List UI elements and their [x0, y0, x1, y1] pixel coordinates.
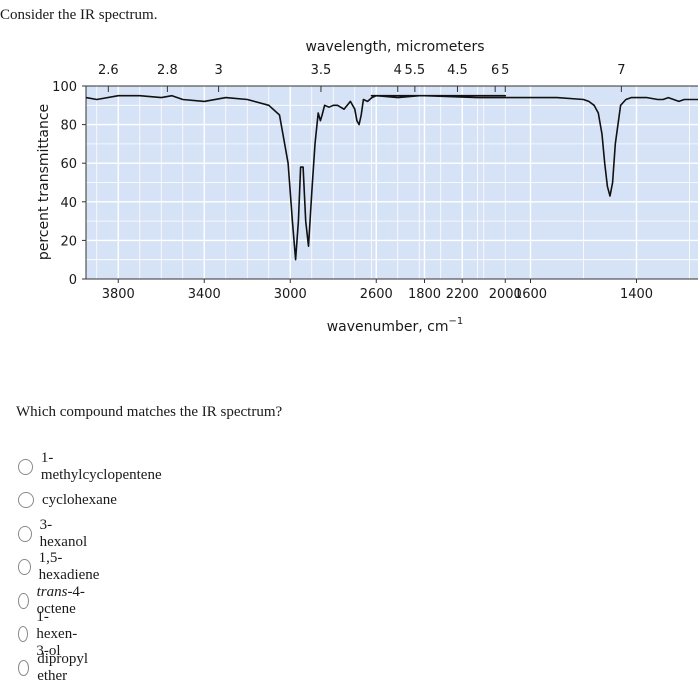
radio-button[interactable]	[18, 559, 31, 575]
option-2[interactable]: cyclohexane	[18, 488, 117, 512]
y-tick-label: 80	[60, 119, 77, 134]
y-axis-label: percent transmittance	[36, 104, 52, 260]
spectrum-line	[85, 94, 698, 261]
option-1[interactable]: 1-methylcyclopentene	[18, 450, 163, 483]
radio-button[interactable]	[18, 660, 30, 676]
radio-button[interactable]	[18, 626, 29, 642]
option-4[interactable]: 1,5-hexadiene	[18, 550, 103, 583]
question-text: Which compound matches the IR spectrum?	[16, 404, 283, 420]
top-axis-label: wavelength, micrometers	[305, 39, 484, 55]
y-tick-label: 0	[69, 273, 77, 288]
tick-labels: 3800340030002600220020001800160014001200…	[52, 63, 653, 302]
x-axis-label-exponent: −1	[449, 316, 464, 327]
option-label: cyclohexane	[42, 491, 117, 508]
x-axis-label-text: wavenumber, cm	[327, 319, 449, 335]
y-tick-label: 40	[60, 196, 77, 211]
top-tick-label: 2.6	[98, 63, 119, 78]
radio-button[interactable]	[18, 492, 34, 508]
radio-button[interactable]	[18, 459, 33, 475]
top-tick-label: 6	[491, 63, 499, 78]
top-tick-label: 4	[394, 63, 402, 78]
x-tick-label: 2200	[446, 287, 479, 302]
option-label: 1-methylcyclopentene	[40, 450, 162, 483]
y-tick-label: 60	[60, 157, 77, 172]
option-6[interactable]: 1-hexen-3-ol	[18, 609, 83, 659]
top-tick-label: 7	[617, 63, 625, 78]
y-tick-label: 100	[52, 80, 77, 95]
top-tick-label: 5.5	[405, 63, 426, 78]
x-tick-label: 3800	[102, 287, 135, 302]
option-label: 3-hexanol	[39, 517, 88, 550]
ir-spectrum-chart: 3800340030002600220020001800160014001200…	[36, 39, 698, 335]
option-label: 1-hexen-3-ol	[36, 608, 78, 659]
x-tick-label: 2600	[360, 287, 393, 302]
x-tick-label: 1800	[408, 287, 441, 302]
x-axis-label: wavenumber, cm−1	[327, 316, 464, 335]
top-tick-label: 4.5	[447, 63, 468, 78]
top-tick-label: 3.5	[311, 63, 332, 78]
option-7[interactable]: dipropyl ether	[18, 651, 93, 684]
radio-button[interactable]	[18, 526, 32, 542]
option-3[interactable]: 3-hexanol	[18, 517, 89, 550]
x-tick-label: 2000	[489, 287, 522, 302]
option-label: 1,5-hexadiene	[38, 550, 100, 583]
top-tick-label: 3	[214, 63, 222, 78]
axes	[82, 85, 698, 283]
x-tick-label: 1400	[620, 287, 653, 302]
top-tick-label: 5	[501, 63, 509, 78]
x-tick-label: 3400	[188, 287, 221, 302]
option-label: trans-4-octene	[36, 584, 85, 617]
option-5[interactable]: trans-4-octene	[18, 584, 90, 617]
top-tick-label: 2.8	[157, 63, 178, 78]
x-tick-label: 3000	[274, 287, 307, 302]
x-tick-label: 1600	[514, 287, 547, 302]
option-label: dipropyl ether	[37, 651, 89, 684]
y-tick-label: 20	[60, 234, 77, 249]
prompt-text: Consider the IR spectrum.	[0, 7, 158, 23]
radio-button[interactable]	[18, 593, 29, 609]
